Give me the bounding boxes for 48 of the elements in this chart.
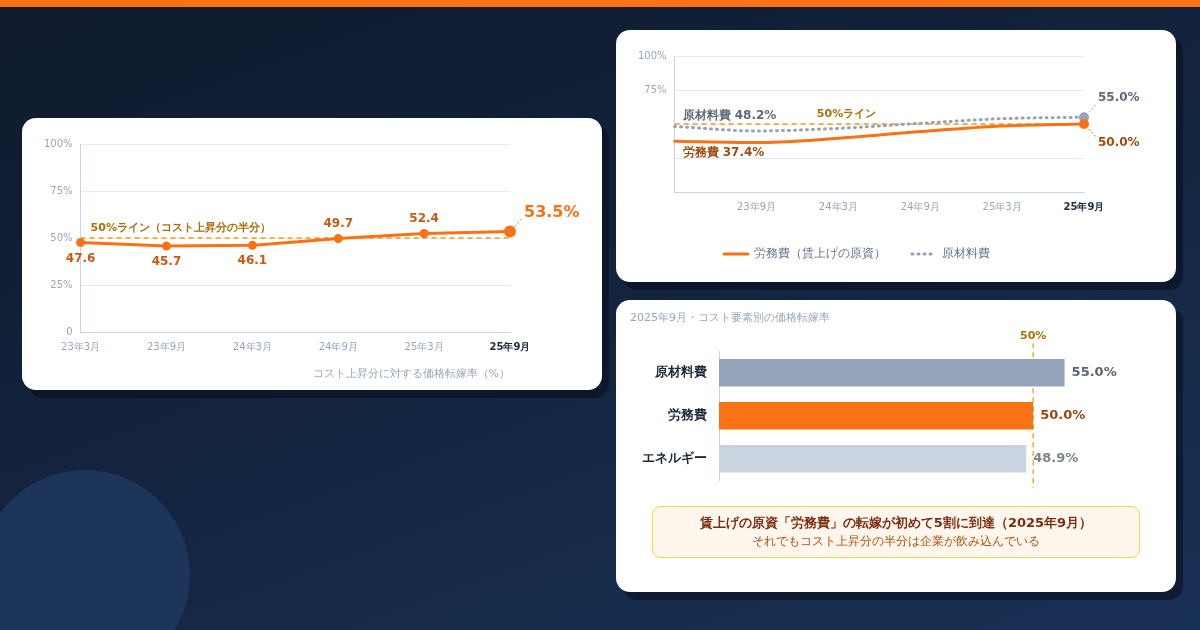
data-label: 45.7 [151,254,182,269]
y-tick-label: 原材料費 [654,364,707,380]
point [247,240,257,250]
x-tick-label: 24年3月 [232,340,272,352]
data-label: 46.1 [237,253,268,268]
point [76,238,86,248]
text: コスト上昇分に対する価格転嫁率（%） [311,366,511,381]
x-tick-label: 23年9月 [146,340,187,352]
y-tick-label: 100% [44,137,73,149]
y-tick-label: 50% [50,231,73,243]
data-label: 労務費 37.4% [682,145,765,160]
y-tick-label: 100% [638,49,667,61]
point [161,241,171,251]
chart-title: 2025年9月・コスト要素別の価格転嫁率 [630,311,830,325]
data-label: 53.5% [524,201,580,221]
x-tick-label: 24年9月 [318,340,358,352]
data-label: 55.0% [1071,364,1117,380]
data-label: 50.0% [1098,135,1140,150]
x-tick-label: 23年3月 [61,340,101,352]
point [504,225,516,238]
x-tick-label: 25年3月 [404,340,444,352]
y-tick-label: 労務費 [668,407,707,423]
y-tick-label: 75% [50,184,73,196]
note-box: 賃上げの原資「労務費」の転嫁が初めて5割に到達（2025年9月） それでもコスト上昇分の半分は企業が飲み込んでいる [652,506,1140,558]
ref-line-label: 50%ライン（コスト上昇分の半分） [90,221,271,235]
data-label: 47.6 [65,250,96,265]
data-label: 48.9% [1033,450,1079,466]
y-tick-label: 75% [644,83,667,95]
data-label: 50.0% [1040,407,1086,423]
legend-label: 原材料費 [942,246,990,261]
y-tick-label: 0 [66,325,73,337]
data-label: 原材料費 48.2% [681,107,777,122]
x-tick-label: 25年9月 [489,340,531,352]
data-label: 49.7 [323,215,354,230]
ref-line-label: 50% [1019,328,1047,342]
y-tick-label: 25% [50,278,73,290]
data-label: 52.4 [409,210,439,225]
x-tick-label: 24年9月 [900,200,940,212]
point [333,234,343,244]
x-tick-label: 25年3月 [982,200,1022,212]
y-tick-label: エネルギー [642,450,707,466]
ref-line-label: 50%ライン [816,107,877,121]
data-label: 55.0% [1098,90,1140,105]
x-tick-label: 23年9月 [736,200,777,212]
x-tick-label: 24年3月 [818,200,858,212]
point [419,228,429,238]
x-tick-label: 25年9月 [1063,200,1105,212]
legend-label: 労務費（賃上げの原資） [754,246,886,261]
